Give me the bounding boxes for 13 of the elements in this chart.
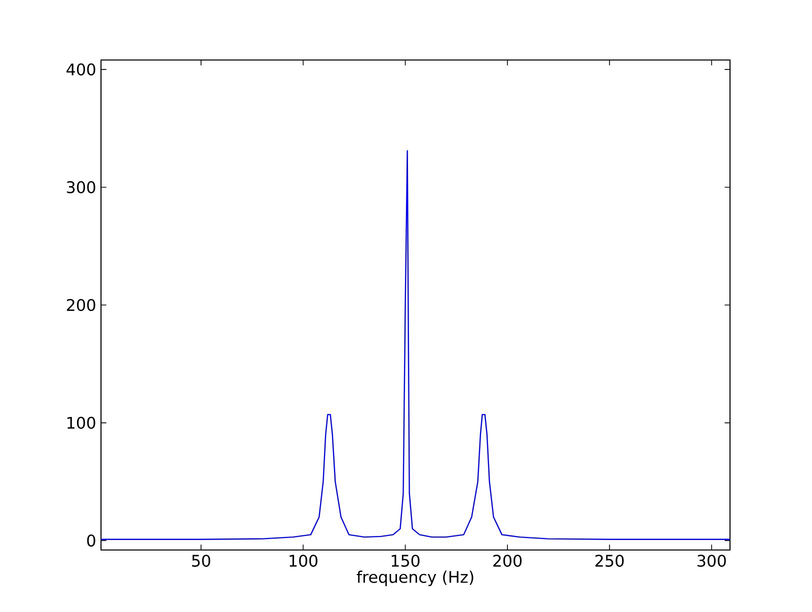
- x-tick-label: 50: [192, 554, 210, 567]
- y-tick-label: 300: [66, 181, 96, 194]
- x-tick-label: 200: [493, 554, 522, 567]
- x-tick-label: 100: [290, 554, 318, 567]
- y-tick-label: 0: [87, 534, 96, 547]
- x-tick-label: 250: [595, 554, 624, 567]
- x-axis-title: frequency (Hz): [356, 570, 474, 586]
- x-tick-label: 150: [392, 554, 420, 567]
- y-tick-label: 400: [66, 63, 96, 76]
- x-tick-label: 300: [698, 554, 726, 567]
- line-series: [101, 150, 730, 540]
- y-tick-label: 100: [68, 416, 96, 429]
- y-tick-label: 200: [66, 298, 96, 312]
